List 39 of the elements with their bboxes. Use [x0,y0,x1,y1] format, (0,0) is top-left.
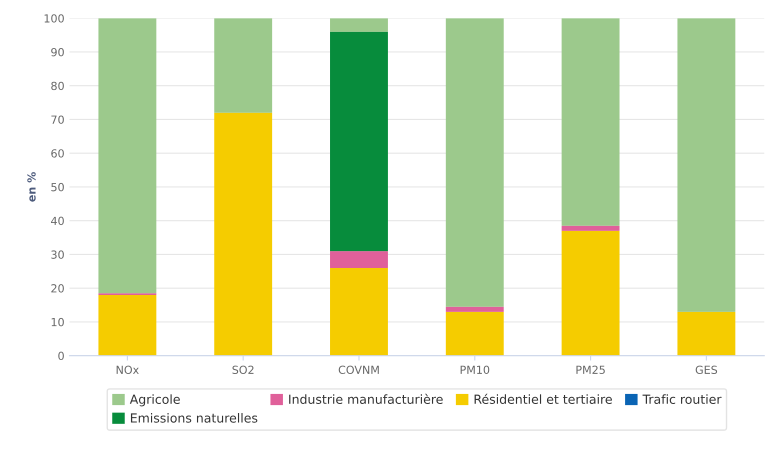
bar [446,312,504,356]
bar [98,18,156,294]
y-tick-label: 30 [51,250,64,259]
y-tick-label: 20 [51,284,64,293]
bar [330,268,388,356]
bar [562,230,620,356]
x-tick-label: COVNM [338,366,379,374]
legend-label: Trafic routier [642,394,722,404]
bar [98,294,156,356]
bar [562,18,620,226]
y-tick-label: 70 [51,115,64,124]
legend-label: Résidentiel et tertiaire [474,394,612,404]
x-tick-label: PM10 [460,366,490,374]
y-tick-label: 90 [51,48,64,56]
y-tick-label: 50 [51,182,64,192]
y-tick-label: 60 [51,149,64,158]
legend-label: Industrie manufacturière [289,394,443,404]
legend-label: Emissions naturelles [130,413,258,423]
bar [330,32,388,252]
y-tick-label: 100 [44,14,64,23]
y-tick-label: 0 [58,352,64,360]
bar [330,18,388,32]
bar [446,18,504,307]
x-tick-label: NOx [116,366,139,374]
y-tick-label: 80 [51,82,64,90]
x-tick-label: PM25 [576,366,605,374]
bar [677,312,736,356]
x-tick-label: SO2 [232,366,254,374]
bar [214,112,272,356]
bar [214,18,272,113]
y-tick-label: 10 [52,318,64,326]
bar [330,251,388,268]
y-tick-label: 40 [51,216,64,226]
bar [446,306,504,312]
bar [562,226,620,231]
legend-label: Agricole [130,394,180,406]
y-axis-title: en % [27,172,36,202]
bar [677,18,736,312]
x-tick-label: GES [696,366,718,374]
